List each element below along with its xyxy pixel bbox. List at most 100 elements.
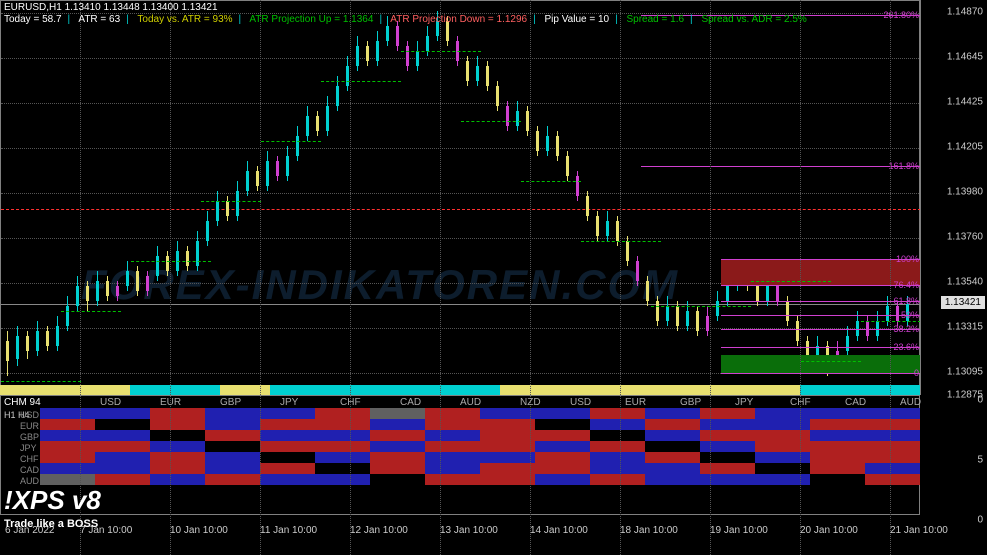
candle (466, 61, 469, 81)
y-axis: 1.148701.146451.144251.142051.139801.137… (920, 0, 987, 395)
currency-row-label: CHF (20, 454, 39, 464)
xps-logo: !XPS v8 (4, 485, 101, 516)
candle (796, 321, 799, 341)
candle (346, 66, 349, 86)
fib-line (721, 373, 921, 374)
y-tick: 1.13760 (947, 232, 983, 243)
candle (656, 301, 659, 321)
candle (576, 176, 579, 196)
fib-label: 161.8% (888, 161, 919, 171)
fib-label: 23.6% (893, 342, 919, 352)
fib-line (721, 315, 921, 316)
xps-subtitle: Trade like a BOSS (4, 518, 98, 530)
candle (636, 261, 639, 281)
candle (266, 161, 269, 186)
candle (336, 86, 339, 106)
candle (6, 341, 9, 361)
fib-label: 100% (896, 254, 919, 264)
candle (786, 301, 789, 321)
candle (136, 271, 139, 291)
fib-line (721, 259, 921, 260)
candle (626, 241, 629, 261)
candle (896, 306, 899, 321)
candle (516, 111, 519, 126)
candle (216, 201, 219, 221)
chart-header: EURUSD,H1 1.13410 1.13448 1.13400 1.1342… (4, 2, 218, 13)
currency-row-label: CAD (20, 465, 39, 475)
fib-label: 38.2% (893, 324, 919, 334)
price-line (1, 304, 921, 305)
y-tick: 1.14645 (947, 52, 983, 63)
candle (16, 336, 19, 359)
candle (716, 301, 719, 316)
candle (86, 286, 89, 301)
candle (506, 106, 509, 126)
y-tick: 1.13540 (947, 277, 983, 288)
fib-line (721, 347, 921, 348)
currency-header: EUR (625, 397, 646, 408)
candle (226, 201, 229, 216)
candle (36, 331, 39, 351)
currency-header: JPY (280, 397, 298, 408)
candle (766, 286, 769, 301)
y-tick-lower: 0 (977, 395, 983, 406)
x-tick: 13 Jan 10:00 (440, 525, 498, 536)
y-tick: 1.13095 (947, 367, 983, 378)
fib-line (641, 166, 921, 167)
candle (76, 286, 79, 306)
candle (566, 156, 569, 176)
currency-header: CHF (790, 397, 811, 408)
x-tick: 10 Jan 10:00 (170, 525, 228, 536)
candle (756, 286, 759, 301)
y-tick: 1.14870 (947, 7, 983, 18)
candle (426, 36, 429, 51)
x-tick: 14 Jan 10:00 (530, 525, 588, 536)
candle (776, 286, 779, 301)
main-chart[interactable]: FOREX-INDIKATOREN.COM 261.80%161.8%100%7… (0, 0, 920, 395)
y-tick: 1.13980 (947, 187, 983, 198)
candle (696, 311, 699, 331)
currency-header: JPY (735, 397, 753, 408)
fib-line (721, 329, 921, 330)
currency-row-label: JPY (20, 443, 37, 453)
candle (46, 331, 49, 346)
fib-zone (721, 355, 921, 373)
fib-line (721, 285, 921, 286)
candle (846, 336, 849, 351)
candle (196, 241, 199, 266)
candle (376, 41, 379, 61)
y-tick: 1.13315 (947, 322, 983, 333)
currency-header: USD (100, 397, 121, 408)
currency-row-label: USD (20, 410, 39, 420)
candle (186, 251, 189, 266)
currency-header: AUD (460, 397, 481, 408)
candle (586, 196, 589, 216)
candle (26, 336, 29, 351)
x-tick: 21 Jan 10:00 (890, 525, 948, 536)
chart-subheader: Today = 58.7| ATR = 63| Today vs. ATR = … (4, 14, 813, 25)
x-tick: 20 Jan 10:00 (800, 525, 858, 536)
x-tick: 19 Jan 10:00 (710, 525, 768, 536)
candle (286, 156, 289, 176)
candle (676, 306, 679, 326)
candle (96, 281, 99, 301)
candle (396, 26, 399, 46)
x-tick: 12 Jan 10:00 (350, 525, 408, 536)
fib-label: 76.4% (893, 280, 919, 290)
heatmap (0, 408, 920, 498)
candle (406, 46, 409, 66)
candle (536, 131, 539, 151)
currency-header: GBP (680, 397, 701, 408)
currency-row-label: EUR (20, 421, 39, 431)
candle (526, 111, 529, 131)
x-tick: 18 Jan 10:00 (620, 525, 678, 536)
currency-row-label: GBP (20, 432, 39, 442)
candle (726, 286, 729, 301)
red-dash-line (1, 209, 921, 210)
currency-header: EUR (160, 397, 181, 408)
candle (646, 281, 649, 301)
lower-title: CHM 94 (4, 397, 41, 408)
candle (616, 221, 619, 241)
fib-label: 261.80% (883, 10, 919, 20)
candle (276, 161, 279, 176)
